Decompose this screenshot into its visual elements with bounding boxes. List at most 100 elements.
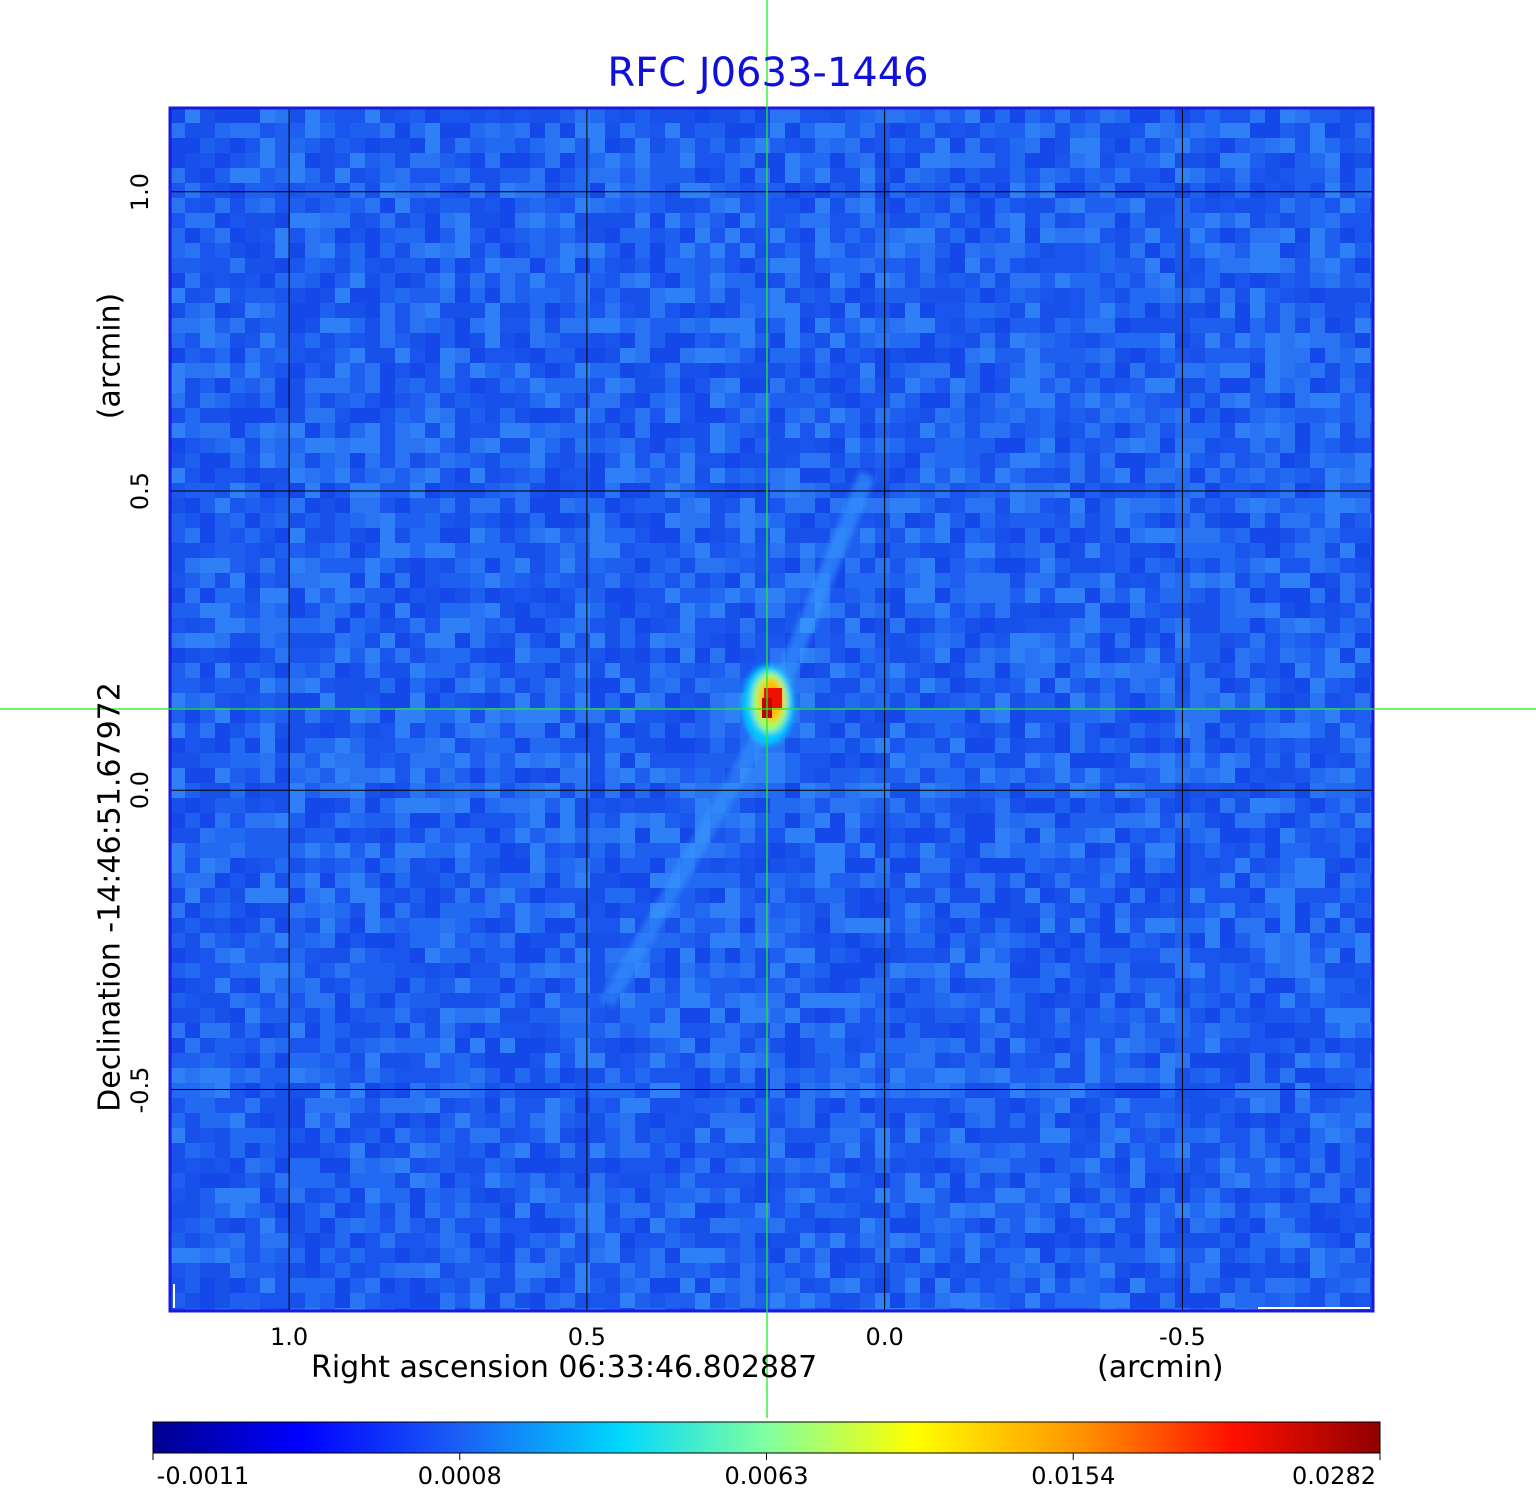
noise-pixel (1205, 768, 1220, 783)
noise-pixel (815, 873, 830, 888)
noise-pixel (500, 963, 515, 978)
noise-pixel (890, 108, 905, 123)
noise-pixel (605, 318, 620, 333)
noise-pixel (1265, 468, 1280, 483)
noise-pixel (440, 228, 455, 243)
noise-pixel (935, 168, 950, 183)
noise-pixel (230, 813, 245, 828)
noise-pixel (1355, 348, 1370, 363)
noise-pixel (470, 678, 485, 693)
noise-pixel (1040, 513, 1055, 528)
noise-pixel (605, 213, 620, 228)
noise-pixel (710, 738, 725, 753)
noise-pixel (680, 603, 695, 618)
noise-pixel (1325, 108, 1340, 123)
noise-pixel (335, 183, 350, 198)
noise-pixel (185, 483, 200, 498)
noise-pixel (1355, 633, 1370, 648)
noise-pixel (935, 483, 950, 498)
noise-pixel (875, 423, 890, 438)
noise-pixel (320, 543, 335, 558)
noise-pixel (560, 198, 575, 213)
noise-pixel (920, 528, 935, 543)
noise-pixel (170, 498, 185, 513)
noise-pixel (485, 558, 500, 573)
noise-pixel (440, 498, 455, 513)
noise-pixel (575, 963, 590, 978)
noise-pixel (1160, 573, 1175, 588)
noise-pixel (1340, 138, 1355, 153)
noise-pixel (875, 468, 890, 483)
noise-pixel (1070, 738, 1085, 753)
noise-pixel (515, 423, 530, 438)
noise-pixel (215, 198, 230, 213)
noise-pixel (1100, 903, 1115, 918)
noise-pixel (1295, 738, 1310, 753)
noise-pixel (1130, 288, 1145, 303)
noise-pixel (500, 213, 515, 228)
noise-pixel (920, 873, 935, 888)
noise-pixel (605, 378, 620, 393)
noise-pixel (1115, 933, 1130, 948)
noise-pixel (815, 288, 830, 303)
noise-pixel (1295, 213, 1310, 228)
noise-pixel (1100, 753, 1115, 768)
noise-pixel (1055, 273, 1070, 288)
noise-pixel (1160, 873, 1175, 888)
noise-pixel (860, 1008, 875, 1023)
noise-pixel (1010, 198, 1025, 213)
noise-pixel (1025, 318, 1040, 333)
noise-pixel (575, 183, 590, 198)
noise-pixel (620, 768, 635, 783)
noise-pixel (1325, 363, 1340, 378)
noise-pixel (500, 663, 515, 678)
noise-pixel (875, 918, 890, 933)
noise-pixel (1010, 573, 1025, 588)
noise-pixel (230, 843, 245, 858)
noise-pixel (1160, 798, 1175, 813)
noise-pixel (650, 588, 665, 603)
noise-pixel (665, 843, 680, 858)
noise-pixel (575, 918, 590, 933)
noise-pixel (1340, 753, 1355, 768)
noise-pixel (395, 678, 410, 693)
noise-pixel (1220, 558, 1235, 573)
noise-pixel (1340, 993, 1355, 1008)
noise-pixel (530, 588, 545, 603)
noise-pixel (830, 663, 845, 678)
noise-pixel (290, 513, 305, 528)
noise-pixel (1265, 423, 1280, 438)
noise-pixel (395, 168, 410, 183)
noise-pixel (1325, 558, 1340, 573)
noise-pixel (245, 888, 260, 903)
noise-pixel (1265, 768, 1280, 783)
noise-pixel (1280, 258, 1295, 273)
noise-pixel (1250, 873, 1265, 888)
noise-pixel (815, 183, 830, 198)
noise-pixel (755, 333, 770, 348)
noise-pixel (545, 888, 560, 903)
noise-pixel (260, 498, 275, 513)
noise-pixel (335, 543, 350, 558)
noise-pixel (725, 243, 740, 258)
noise-pixel (1070, 618, 1085, 633)
noise-pixel (1055, 318, 1070, 333)
noise-pixel (710, 363, 725, 378)
noise-pixel (290, 903, 305, 918)
noise-pixel (665, 378, 680, 393)
noise-pixel (635, 108, 650, 123)
noise-pixel (425, 888, 440, 903)
noise-pixel (590, 573, 605, 588)
noise-pixel (590, 528, 605, 543)
noise-pixel (1250, 198, 1265, 213)
noise-pixel (530, 378, 545, 393)
noise-pixel (1235, 333, 1250, 348)
noise-pixel (530, 873, 545, 888)
noise-pixel (530, 123, 545, 138)
noise-pixel (275, 1008, 290, 1023)
noise-pixel (680, 738, 695, 753)
noise-pixel (185, 228, 200, 243)
noise-pixel (740, 243, 755, 258)
noise-pixel (1040, 273, 1055, 288)
noise-pixel (680, 393, 695, 408)
